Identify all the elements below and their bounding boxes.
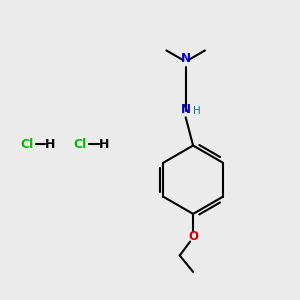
- Text: N: N: [181, 52, 191, 65]
- Text: Cl: Cl: [20, 138, 33, 151]
- Text: O: O: [188, 230, 198, 243]
- Text: H: H: [193, 106, 201, 116]
- Text: Cl: Cl: [74, 138, 87, 151]
- Text: N: N: [181, 103, 191, 116]
- Text: H: H: [45, 138, 56, 151]
- Text: H: H: [99, 138, 109, 151]
